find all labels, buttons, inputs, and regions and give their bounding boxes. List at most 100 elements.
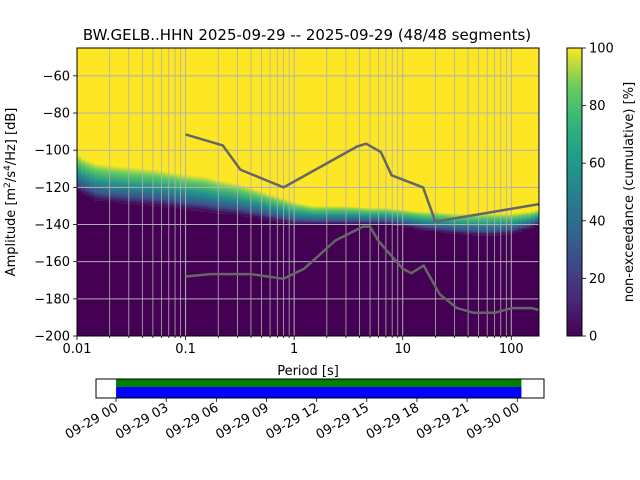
psd-low-column bbox=[148, 205, 154, 336]
colorbar-tick-label: 60 bbox=[589, 157, 606, 172]
psd-low-column bbox=[379, 224, 385, 336]
coverage-tick-label: 09-29 21 bbox=[414, 400, 472, 442]
psd-band-column bbox=[455, 213, 460, 235]
psd-low-column bbox=[295, 224, 301, 336]
psd-band-column bbox=[207, 177, 212, 213]
psd-low-column bbox=[492, 235, 498, 336]
psd-band-column bbox=[450, 213, 456, 234]
colorbar-tick-label: 40 bbox=[589, 214, 606, 229]
psd-low-column bbox=[362, 224, 368, 336]
psd-band-column bbox=[135, 167, 141, 205]
psd-band-column bbox=[190, 175, 196, 211]
x-tick-label: 0.01 bbox=[63, 342, 92, 357]
psd-band-column bbox=[127, 166, 133, 205]
psd-band-column bbox=[274, 196, 280, 222]
psd-band-column bbox=[257, 190, 263, 219]
psd-low-column bbox=[249, 217, 254, 336]
psd-low-column bbox=[98, 200, 103, 336]
psd-low-column bbox=[144, 205, 149, 336]
psd-band-column bbox=[358, 207, 364, 225]
psd-low-column bbox=[480, 235, 485, 336]
psd-low-column bbox=[282, 222, 288, 336]
psd-low-column bbox=[119, 203, 124, 336]
x-axis: 0.01 0.1 1 10 100 bbox=[63, 336, 524, 357]
psd-low-column bbox=[345, 224, 351, 336]
psd-band-column bbox=[446, 212, 452, 234]
x-axis-label: Period [s] bbox=[277, 364, 339, 379]
psd-low-column bbox=[102, 201, 107, 336]
psd-band-column bbox=[219, 180, 225, 214]
psd-band-column bbox=[442, 212, 448, 233]
psd-band-column bbox=[534, 210, 539, 226]
psd-low-column bbox=[509, 233, 515, 336]
psd-band-column bbox=[404, 210, 410, 228]
psd-band-column bbox=[337, 205, 343, 225]
psd-low-column bbox=[114, 202, 120, 336]
coverage-tick-label: 09-29 18 bbox=[364, 400, 422, 442]
psd-low-column bbox=[316, 224, 322, 336]
colorbar-tick-label: 20 bbox=[589, 272, 606, 287]
psd-band-column bbox=[85, 160, 91, 196]
psd-low-column bbox=[266, 220, 271, 336]
psd-band-column bbox=[299, 203, 305, 225]
psd-band-column bbox=[131, 167, 137, 205]
psd-low-column bbox=[182, 209, 187, 336]
psd-low-column bbox=[471, 235, 477, 336]
psd-band-column bbox=[505, 213, 511, 235]
psd-low-column bbox=[261, 219, 267, 336]
psd-band-column bbox=[526, 211, 532, 229]
psd-low-column bbox=[228, 214, 233, 336]
psd-band-column bbox=[509, 213, 515, 234]
psd-band-column bbox=[282, 198, 288, 223]
psd-low-column bbox=[169, 207, 175, 336]
psd-band-column bbox=[203, 176, 208, 212]
psd-band-column bbox=[165, 171, 170, 208]
psd-low-column bbox=[131, 204, 137, 336]
psd-low-column bbox=[421, 230, 427, 336]
psd-low-column bbox=[194, 210, 200, 336]
psd-low-column bbox=[291, 224, 296, 336]
psd-band-column bbox=[182, 174, 187, 210]
psd-band-column bbox=[186, 174, 191, 210]
psd-band-column bbox=[198, 175, 204, 212]
psd-band-column bbox=[291, 201, 296, 225]
coverage-tick-label: 09-29 00 bbox=[63, 400, 121, 442]
psd-low-column bbox=[438, 232, 443, 336]
psd-band-column bbox=[329, 205, 334, 225]
coverage-blue-bar bbox=[116, 387, 522, 398]
psd-low-column bbox=[530, 227, 536, 336]
coverage-tick-label: 09-29 03 bbox=[113, 400, 171, 442]
coverage-tick-label: 09-30 00 bbox=[464, 400, 522, 442]
psd-band-column bbox=[228, 182, 233, 215]
psd-band-column bbox=[253, 189, 259, 219]
psd-band-column bbox=[224, 181, 229, 215]
psd-band-column bbox=[429, 211, 435, 232]
coverage-tick-label: 09-29 12 bbox=[264, 400, 322, 442]
psd-low-column bbox=[429, 231, 435, 336]
psd-band-column bbox=[459, 213, 464, 235]
psd-heatmap bbox=[77, 48, 539, 336]
psd-low-column bbox=[375, 224, 380, 336]
psd-low-column bbox=[434, 232, 439, 336]
psd-band-column bbox=[245, 186, 250, 217]
psd-low-column bbox=[308, 224, 313, 336]
psd-band-column bbox=[98, 163, 103, 201]
psd-low-column bbox=[198, 211, 204, 336]
y-tick-label: −80 bbox=[43, 107, 70, 122]
psd-low-column bbox=[350, 224, 355, 336]
y-tick-label: −120 bbox=[34, 181, 70, 196]
psd-band-column bbox=[169, 171, 175, 208]
psd-band-column bbox=[371, 207, 376, 225]
psd-low-column bbox=[224, 214, 229, 336]
psd-band-column bbox=[270, 194, 275, 221]
psd-band-column bbox=[396, 209, 401, 226]
psd-band-column bbox=[173, 172, 179, 208]
psd-low-column bbox=[240, 216, 246, 336]
x-tick-label: 100 bbox=[499, 342, 524, 357]
psd-band-column bbox=[232, 183, 238, 215]
psd-low-column bbox=[77, 191, 82, 336]
psd-low-column bbox=[404, 227, 410, 336]
psd-band-column bbox=[387, 208, 393, 225]
